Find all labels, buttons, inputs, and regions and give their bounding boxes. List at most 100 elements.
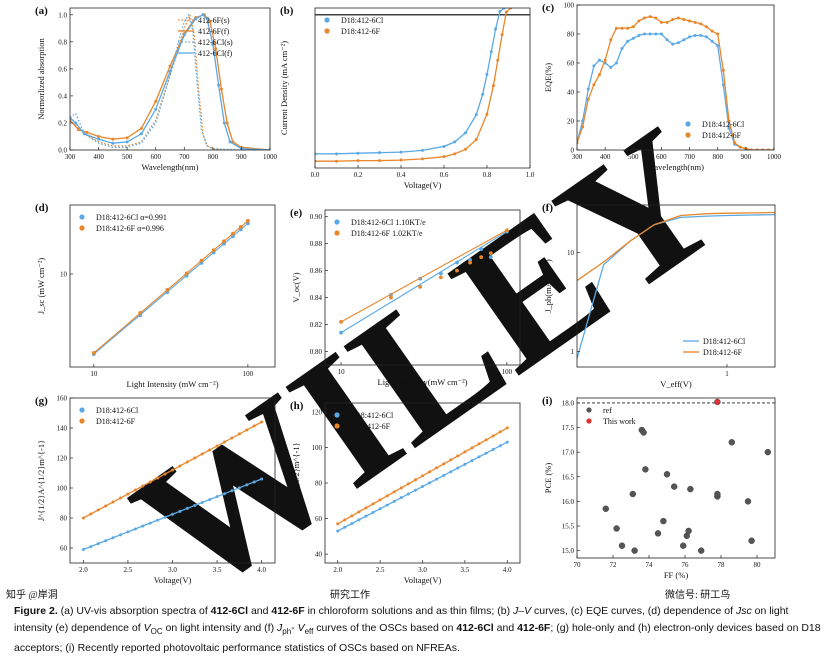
caption-segment: Jsc <box>735 605 752 617</box>
panel-label: (a) <box>35 5 48 17</box>
y-tick-label: 60 <box>60 545 68 553</box>
data-point <box>182 33 186 37</box>
data-point <box>193 456 197 460</box>
data-point <box>350 522 354 526</box>
x-tick-label: 400 <box>93 153 104 161</box>
data-point <box>491 84 495 88</box>
data-point <box>89 545 93 549</box>
y-tick-label: 0.8 <box>58 38 67 46</box>
legend-marker <box>334 230 340 236</box>
data-point <box>609 65 613 69</box>
data-point <box>208 498 212 502</box>
y-tick-label: 0.84 <box>310 294 323 302</box>
data-point <box>199 258 204 263</box>
caption-segment: on light intensity (e) dependence of <box>14 605 789 634</box>
y-tick-label: 80 <box>60 515 68 523</box>
plot-frame <box>576 4 775 151</box>
x-tick-label: 72 <box>610 561 618 569</box>
data-point <box>96 542 100 546</box>
x-tick-label: 800 <box>712 153 723 161</box>
legend-label: D18:412-6F <box>351 422 391 431</box>
data-point <box>618 542 626 549</box>
data-point <box>609 38 613 42</box>
y-tick-label: 0.4 <box>58 92 67 100</box>
data-point <box>171 512 174 516</box>
data-point <box>215 495 219 499</box>
data-point <box>97 137 101 141</box>
data-point <box>141 484 145 488</box>
data-point <box>219 87 223 91</box>
data-point <box>111 141 115 145</box>
panel-f: 1 1 10 V_eff(V) J_ph(mA cm⁻²) D18:412-6Cl D18:… <box>542 202 776 389</box>
y-tick-label: 160 <box>57 395 68 403</box>
data-point <box>428 481 432 485</box>
data-point <box>500 33 504 37</box>
x-tick-label: 3.0 <box>168 566 177 574</box>
x-axis-label: Voltage(V) <box>404 575 442 585</box>
data-point <box>185 506 189 510</box>
y-tick-label: 0.90 <box>310 213 323 221</box>
data-point <box>89 512 93 516</box>
caption-segment: 412-6F <box>271 605 305 617</box>
x-axis-label: Light Intensity (mW cm⁻²) <box>126 379 218 389</box>
data-point <box>598 73 602 77</box>
legend-marker <box>79 418 85 424</box>
data-point <box>484 438 488 442</box>
data-point <box>748 537 755 544</box>
y-tick-label: 100 <box>57 485 68 493</box>
data-point <box>728 439 735 446</box>
panel-e: 10 100 0.80 0.82 0.84 0.86 0.88 0.90 Light Inten… <box>290 207 521 387</box>
panel-label: (h) <box>290 400 304 412</box>
data-point <box>119 496 123 500</box>
data-point <box>484 451 488 455</box>
panel-h: 2.0 2.5 3.0 3.5 4.0 40 60 80 100 120 Voltage(V) J^{… <box>290 400 521 585</box>
data-point <box>586 97 590 101</box>
data-point <box>491 448 495 452</box>
x-tick-label: 500 <box>628 153 639 161</box>
data-point <box>418 284 423 289</box>
data-point <box>194 17 198 21</box>
data-point <box>81 516 85 520</box>
data-point <box>230 436 234 440</box>
figure-caption: Figure 2. (a) UV-vis absorption spectra … <box>14 603 824 657</box>
caption-segment: - <box>291 622 298 634</box>
plot-area <box>70 12 270 150</box>
y-tick-label: 17.0 <box>562 449 575 457</box>
data-point <box>238 224 243 229</box>
data-point <box>336 529 340 533</box>
data-point <box>631 25 635 29</box>
plot-area <box>81 420 264 551</box>
data-point <box>631 547 638 554</box>
data-point <box>477 442 481 446</box>
x-tick-label: 600 <box>656 153 667 161</box>
plot-area <box>91 218 250 357</box>
data-point <box>744 498 752 505</box>
data-point <box>468 260 472 265</box>
plot-area <box>339 228 509 335</box>
y-tick-label: 20 <box>567 118 575 126</box>
legend-marker <box>334 219 340 225</box>
panel-label: (c) <box>542 2 555 14</box>
y-tick-label: 60 <box>315 515 323 523</box>
data-point <box>392 490 396 494</box>
data-point <box>626 26 630 30</box>
panel-d: 10 100 10 Light Intensity (mW cm⁻²) J_sc (mW… <box>35 202 276 389</box>
data-point <box>378 507 382 511</box>
data-point <box>111 137 115 141</box>
data-point <box>688 35 692 39</box>
data-point <box>685 527 692 535</box>
data-point <box>154 107 158 111</box>
data-point <box>85 130 89 134</box>
data-point <box>470 446 474 450</box>
caption-segment: ; (g) hole-only and (h) electron-only de… <box>14 622 821 655</box>
data-point <box>413 478 417 482</box>
legend-label: D18:412-6F <box>702 131 742 140</box>
y-tick-label: 60 <box>567 60 575 68</box>
data-point <box>357 510 361 514</box>
data-point <box>217 83 221 87</box>
data-point <box>399 486 403 490</box>
x-tick-label: 400 <box>600 153 611 161</box>
data-point <box>156 518 160 522</box>
x-tick-label: 700 <box>179 153 190 161</box>
